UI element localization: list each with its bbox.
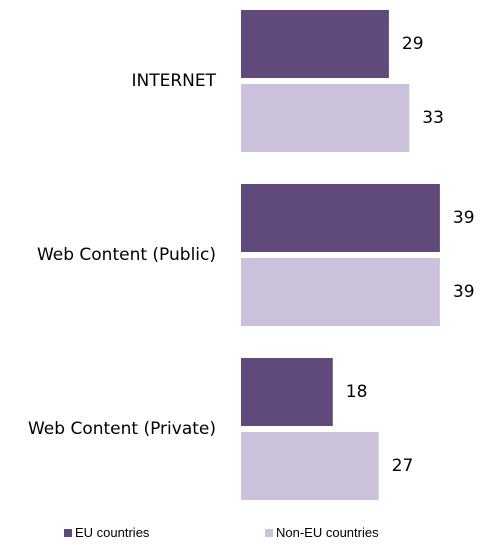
- category-label: INTERNET: [131, 71, 216, 91]
- legend-swatch-eu: [64, 528, 72, 537]
- data-label: 33: [422, 108, 444, 128]
- bar: [241, 432, 379, 500]
- bar: [241, 84, 410, 152]
- bar: [241, 258, 440, 326]
- legend-label-non-eu: Non-EU countries: [276, 525, 379, 540]
- category-label: Web Content (Public): [37, 245, 216, 265]
- category-label: Web Content (Private): [28, 419, 216, 439]
- bar: [241, 184, 440, 252]
- data-label: 39: [453, 282, 475, 302]
- data-label: 29: [402, 34, 424, 54]
- legend-label-eu: EU countries: [75, 525, 150, 540]
- bar: [241, 358, 333, 426]
- legend-item-eu: EU countries: [64, 525, 149, 540]
- legend-swatch-non-eu: [265, 528, 273, 537]
- legend: EU countries Non-EU countries: [0, 525, 480, 545]
- bar: [241, 10, 389, 78]
- legend-item-non-eu: Non-EU countries: [265, 525, 379, 540]
- data-label: 18: [346, 382, 368, 402]
- data-label: 27: [392, 456, 414, 476]
- data-label: 39: [453, 208, 475, 228]
